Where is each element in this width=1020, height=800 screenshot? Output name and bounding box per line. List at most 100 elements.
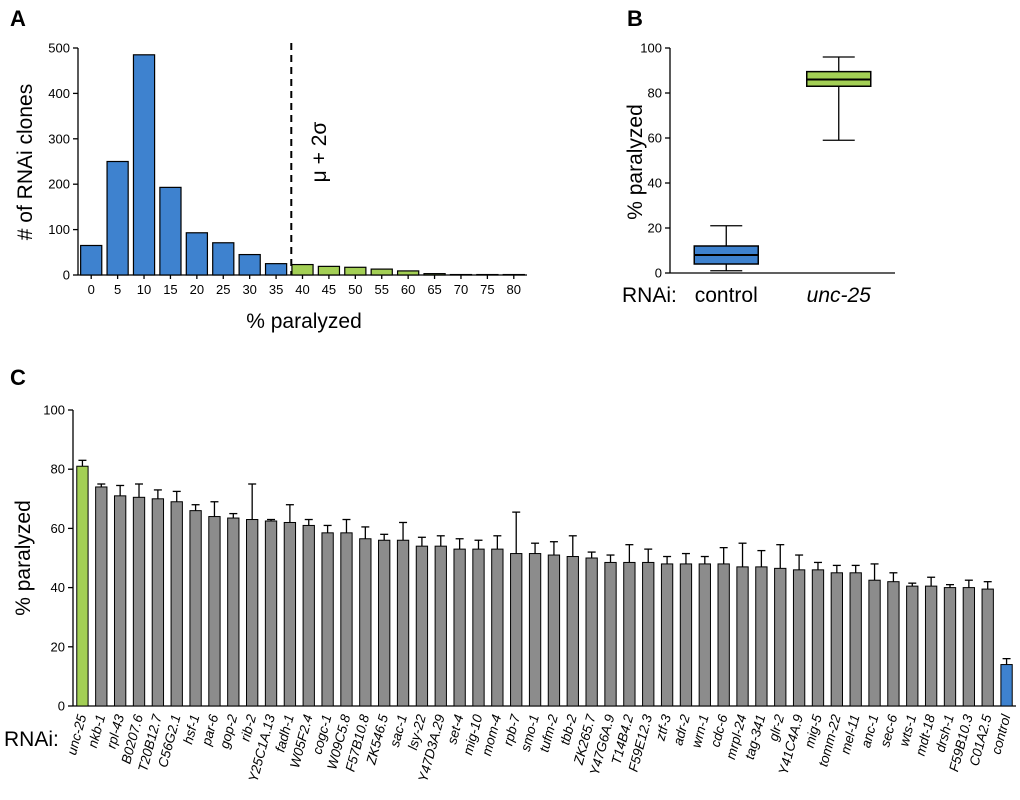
bar: [283, 521, 297, 707]
panel-c-y-tick-label: 0: [58, 699, 65, 714]
panel-a-x-tick-label: 75: [480, 282, 494, 297]
bar: [566, 556, 579, 707]
panel-c-x-tick-label: unc-25: [64, 712, 89, 756]
bar: [491, 548, 504, 707]
bar: [811, 569, 825, 707]
bar: [396, 539, 410, 707]
bar: [585, 557, 598, 707]
bar: [321, 532, 334, 707]
panel-c-x-tick-label: glr-2: [766, 712, 788, 742]
panel-b-y-axis-label: % paralyzed: [624, 104, 647, 220]
panel-a-x-tick-label: 30: [242, 282, 256, 297]
bar: [642, 561, 655, 707]
panel-a-x-tick-label: 80: [507, 282, 521, 297]
panel-a-x-tick-label: 35: [269, 282, 283, 297]
bar: [76, 465, 89, 707]
histogram-bar: [396, 270, 420, 276]
panel-b-y-tick-label: 40: [648, 176, 662, 191]
histogram-bar: [238, 253, 261, 276]
panel-a-x-tick-label: 65: [427, 282, 441, 297]
panel-a-y-axis-label: # of RNAi clones: [14, 84, 37, 240]
histogram-bar: [264, 263, 288, 276]
bar: [453, 548, 466, 707]
bar: [472, 548, 485, 707]
bar: [170, 501, 183, 707]
panel-c-rnai-prefix: RNAi:: [4, 728, 59, 751]
histogram-bar: [344, 266, 367, 276]
bar: [151, 498, 165, 707]
bar: [208, 516, 221, 707]
panel-b-x-tick-label: control: [695, 284, 758, 307]
panel-a-x-tick-label: 5: [114, 282, 121, 297]
bar: [887, 581, 900, 707]
bar: [774, 567, 787, 707]
panel-c-x-tick-label: rib-2: [238, 712, 260, 742]
panel-b-y-tick-label: 20: [648, 221, 662, 236]
bar: [528, 553, 542, 707]
bar: [755, 566, 768, 707]
bar: [830, 572, 843, 707]
panel-a-y-tick-label: 0: [63, 268, 70, 283]
bar: [792, 569, 806, 707]
histogram-bar: [370, 268, 393, 276]
bar: [95, 486, 108, 707]
panel-b-y-tick-label: 60: [648, 131, 662, 146]
threshold-label: μ + 2σ: [308, 122, 331, 183]
panel-a-y-tick-label: 400: [48, 86, 70, 101]
panel-b-boxplot: 0 20 40 60 80 100 control unc-25: [640, 41, 895, 307]
panel-a-x-tick-label: 20: [190, 282, 204, 297]
bar: [510, 553, 523, 707]
panel-c-y-tick-label: 80: [51, 462, 65, 477]
bar: [981, 588, 994, 707]
panel-a-x-tick-label: 0: [88, 282, 95, 297]
panel-a-x-tick-label: 60: [401, 282, 415, 297]
bar: [868, 579, 881, 707]
bar: [415, 545, 429, 707]
bar: [943, 587, 957, 707]
bar: [340, 532, 353, 707]
panel-a-x-tick-label: 70: [454, 282, 468, 297]
bar: [264, 520, 278, 707]
bar: [359, 538, 372, 707]
panel-a-x-tick-label: 25: [216, 282, 230, 297]
panel-b-letter: B: [627, 6, 643, 31]
panel-a-histogram: 0 100 200 300 400 500 0 5 10 15 20 25 30 35 40 45 50 55 60…: [48, 41, 527, 297]
histogram-bar: [80, 244, 103, 276]
panel-a-x-tick-label: 15: [163, 282, 177, 297]
bar: [378, 539, 391, 707]
bar: [189, 510, 202, 707]
bar: [736, 566, 749, 707]
panel-c-y-tick-label: 60: [51, 521, 65, 536]
bar: [698, 563, 711, 707]
histogram-bar: [132, 54, 156, 276]
bar: [302, 524, 315, 707]
panel-a-x-tick-label: 50: [348, 282, 362, 297]
bar: [924, 585, 938, 707]
panel-a-x-tick-label: 45: [322, 282, 336, 297]
panel-c-y-axis-label: % paralyzed: [12, 500, 35, 616]
bar: [434, 545, 447, 707]
histogram-bar: [291, 263, 314, 276]
bar: [623, 561, 636, 707]
panel-a-x-tick-label: 10: [137, 282, 151, 297]
histogram-bar: [106, 160, 129, 276]
bar: [604, 561, 617, 707]
histogram-bar: [212, 242, 235, 276]
bar: [132, 496, 146, 707]
panel-a-x-axis-label: % paralyzed: [246, 310, 362, 333]
panel-b-y-tick-label: 0: [655, 266, 662, 281]
bar: [717, 563, 730, 707]
bar: [1000, 664, 1013, 707]
histogram-bar: [317, 265, 341, 276]
histogram-bar: [423, 273, 446, 276]
panel-a-letter: A: [10, 6, 26, 31]
bar: [962, 587, 976, 707]
panel-a-y-tick-label: 100: [48, 222, 70, 237]
panel-b-rnai-prefix: RNAi:: [622, 284, 677, 307]
panel-a-x-tick-label: 40: [295, 282, 309, 297]
histogram-bar: [185, 232, 209, 276]
panel-b-y-tick-label: 100: [640, 41, 662, 56]
bar: [660, 563, 674, 707]
bar: [246, 519, 259, 707]
